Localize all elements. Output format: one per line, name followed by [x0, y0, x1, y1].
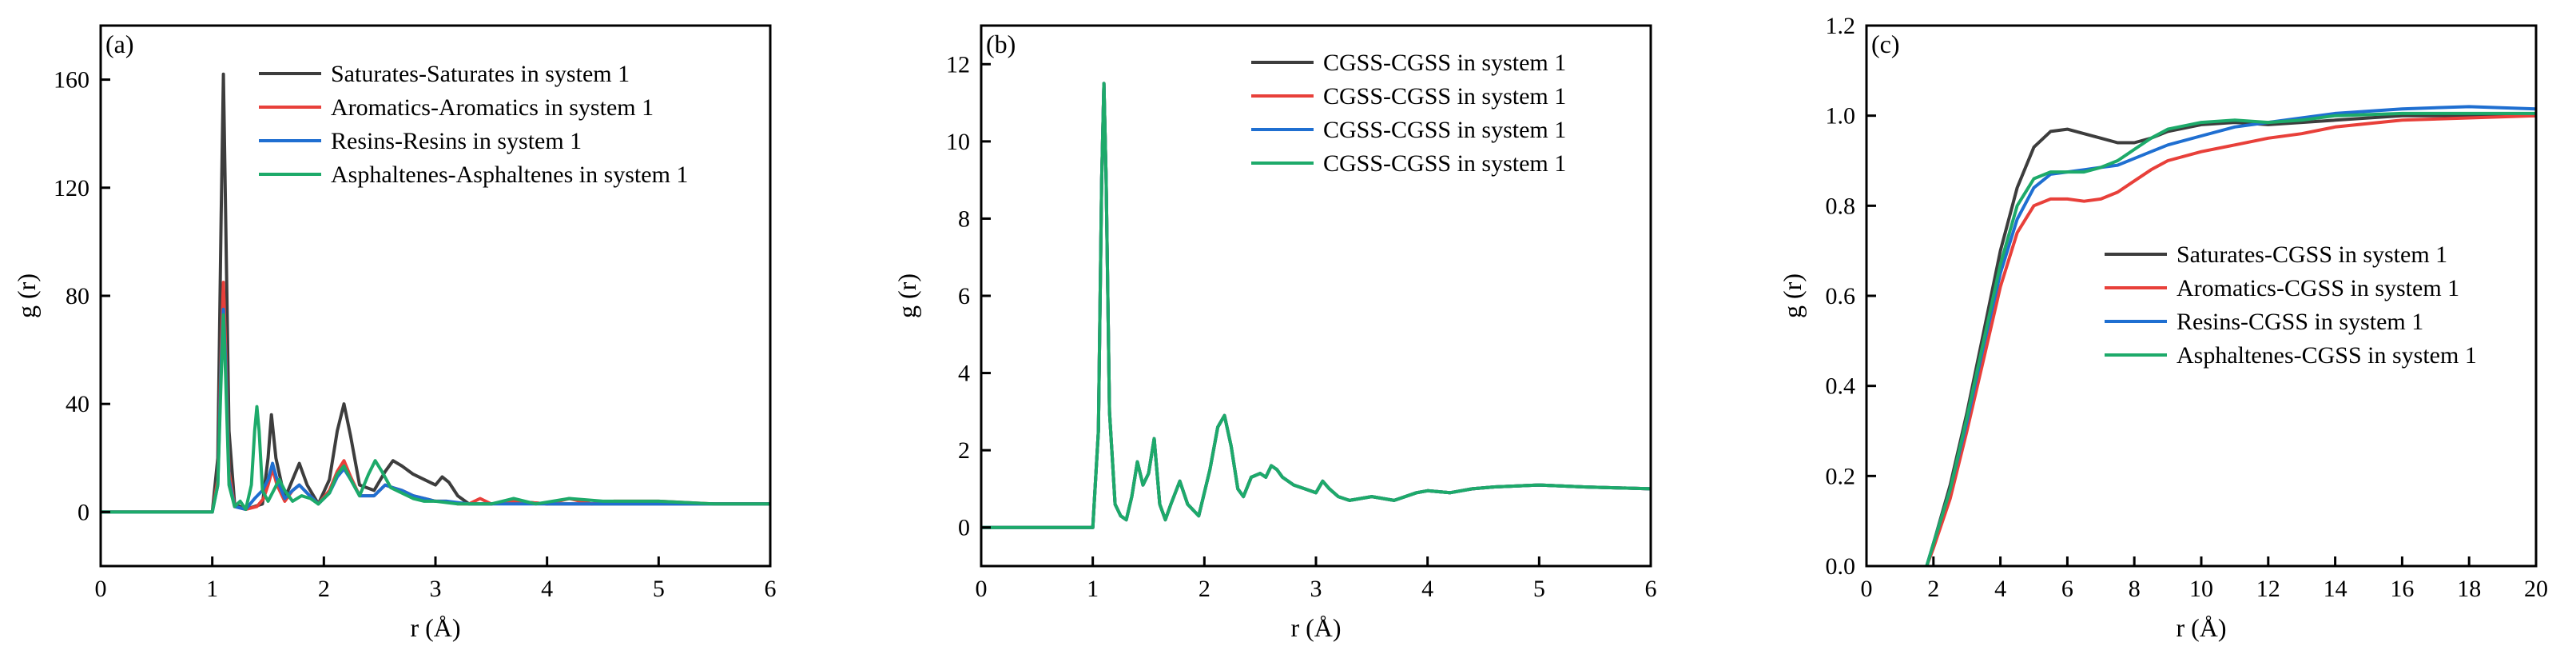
y-tick-label: 10	[946, 129, 970, 155]
x-tick-label: 12	[2256, 576, 2280, 602]
x-tick-label: 6	[765, 576, 777, 602]
y-tick-label: 0.2	[1826, 463, 1856, 489]
legend-label: Asphaltenes-Asphaltenes in system 1	[331, 162, 688, 188]
x-tick-label: 10	[2189, 576, 2213, 602]
series-line-1-3	[981, 82, 1651, 529]
y-tick-label: 80	[66, 283, 89, 309]
legend-label: CGSS-CGSS in system 1	[1323, 117, 1566, 143]
series-line-2-2	[1925, 105, 2536, 566]
x-tick-label: 6	[1645, 576, 1657, 602]
x-tick-label: 18	[2457, 576, 2481, 602]
legend-label: CGSS-CGSS in system 1	[1323, 83, 1566, 110]
legend-label: Saturates-Saturates in system 1	[331, 61, 630, 87]
x-tick-label: 4	[1421, 576, 1433, 602]
series-line-0-3	[101, 313, 770, 514]
x-tick-label: 3	[1310, 576, 1322, 602]
series-line-2-1	[1925, 114, 2536, 566]
y-tick-label: 0.6	[1826, 283, 1856, 309]
x-tick-label: 0	[1861, 576, 1873, 602]
series-line-2-3	[1925, 111, 2536, 566]
series-line-0-1	[101, 281, 770, 514]
legend-label: Resins-Resins in system 1	[331, 128, 582, 154]
x-tick-label: 2	[318, 576, 330, 602]
y-tick-label: 0.4	[1826, 373, 1856, 400]
legend-label: Resins-CGSS in system 1	[2176, 309, 2423, 335]
legend-label: Saturates-CGSS in system 1	[2176, 241, 2447, 268]
legend-label: Asphaltenes-CGSS in system 1	[2176, 342, 2477, 369]
x-tick-label: 6	[2061, 576, 2073, 602]
panel-label: (b)	[986, 30, 1016, 58]
y-tick-label: 40	[66, 391, 89, 417]
x-tick-label: 2	[1199, 576, 1210, 602]
y-tick-label: 0.0	[1826, 553, 1856, 580]
x-tick-label: 0	[95, 576, 107, 602]
y-tick-label: 120	[54, 175, 89, 201]
x-tick-label: 5	[1533, 576, 1545, 602]
legend-label: CGSS-CGSS in system 1	[1323, 150, 1566, 177]
x-tick-label: 4	[1994, 576, 2006, 602]
x-tick-label: 16	[2390, 576, 2414, 602]
y-tick-label: 2	[958, 437, 970, 464]
y-tick-label: 160	[54, 67, 89, 94]
x-axis-title: r (Å)	[1290, 613, 1341, 642]
y-tick-label: 0.8	[1826, 193, 1856, 219]
panel-label: (c)	[1871, 30, 1900, 58]
y-tick-label: 12	[946, 51, 970, 78]
x-axis-title: r (Å)	[2176, 613, 2226, 642]
panel-label: (a)	[105, 30, 134, 58]
y-axis-title: g (r)	[12, 273, 41, 318]
legend-label: CGSS-CGSS in system 1	[1323, 50, 1566, 76]
y-tick-label: 1.2	[1826, 13, 1856, 39]
y-tick-label: 1.0	[1826, 103, 1856, 130]
y-tick-label: 4	[958, 361, 970, 387]
x-tick-label: 4	[541, 576, 553, 602]
y-tick-label: 0	[78, 499, 89, 525]
x-tick-label: 2	[1927, 576, 1939, 602]
x-tick-label: 8	[2129, 576, 2141, 602]
legend-label: Aromatics-Aromatics in system 1	[331, 94, 654, 121]
y-axis-title: g (r)	[892, 273, 921, 318]
y-axis-title: g (r)	[1778, 273, 1807, 318]
x-axis-title: r (Å)	[410, 613, 460, 642]
x-tick-label: 0	[976, 576, 988, 602]
x-tick-label: 1	[1087, 576, 1099, 602]
x-tick-label: 20	[2524, 576, 2548, 602]
y-tick-label: 0	[958, 515, 970, 541]
legend-label: Aromatics-CGSS in system 1	[2176, 275, 2459, 301]
y-tick-label: 8	[958, 205, 970, 232]
series-line-2-0	[1925, 114, 2536, 566]
y-tick-label: 6	[958, 283, 970, 309]
series-line-0-2	[101, 307, 770, 514]
x-tick-label: 3	[430, 576, 442, 602]
x-tick-label: 14	[2324, 576, 2347, 602]
x-tick-label: 5	[653, 576, 665, 602]
x-tick-label: 1	[206, 576, 218, 602]
